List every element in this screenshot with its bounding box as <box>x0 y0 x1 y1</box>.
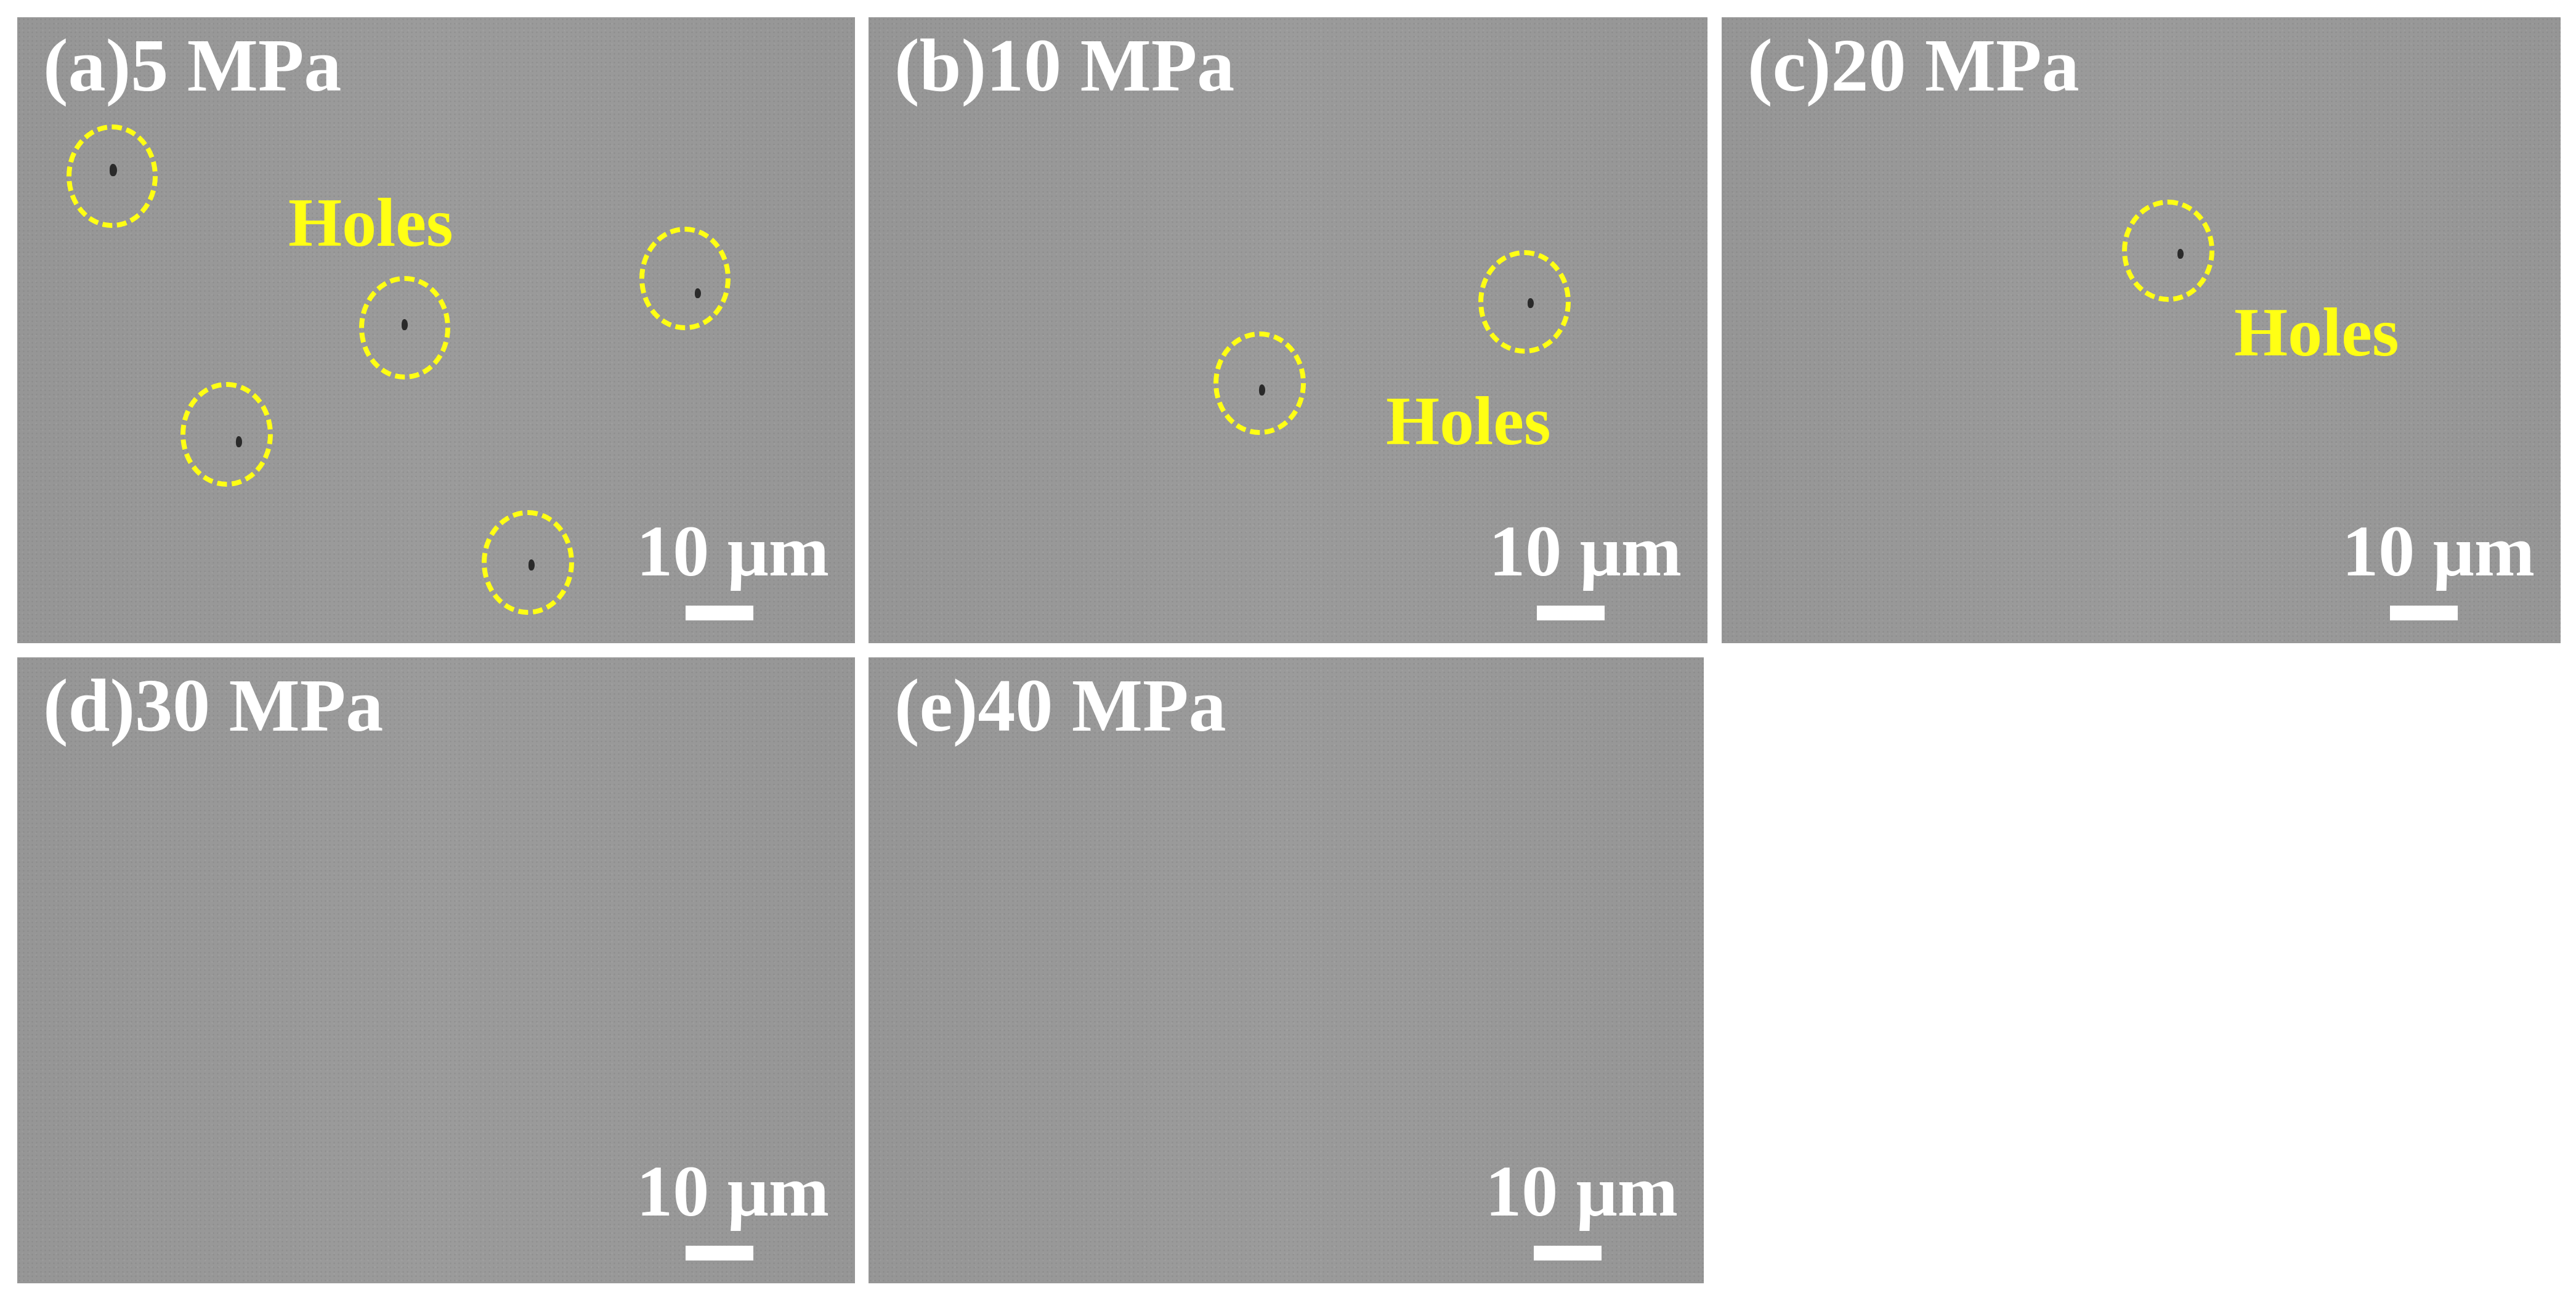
hole-pit <box>110 164 117 176</box>
micrograph-panel-b: (b)10 MPa Holes 10 μm <box>869 17 1707 643</box>
hole-circle <box>359 276 450 380</box>
scale-bar-label: 10 μm <box>1489 511 1682 591</box>
micrograph-panel-a: (a)5 MPa Holes 10 μm <box>17 17 855 643</box>
hole-circle <box>2122 200 2214 302</box>
micrograph-panel-d: (d)30 MPa 10 μm <box>17 657 855 1283</box>
scale-bar-label: 10 μm <box>636 1151 829 1232</box>
hole-circle <box>639 227 731 330</box>
scale-bar <box>686 1246 753 1260</box>
hole-circle <box>1213 331 1306 435</box>
scale-bar-label: 10 μm <box>636 511 829 591</box>
holes-annotation: Holes <box>288 185 453 261</box>
scale-bar-label: 10 μm <box>2342 511 2535 591</box>
holes-annotation: Holes <box>2234 294 2399 371</box>
panel-label: (c)20 MPa <box>1748 24 2080 107</box>
scale-bar <box>1537 606 1605 620</box>
hole-circle <box>67 124 158 228</box>
scale-bar <box>2390 606 2458 620</box>
hole-circle <box>180 382 273 487</box>
micrograph-panel-c: (c)20 MPa Holes 10 μm <box>1722 17 2561 643</box>
hole-pit <box>1528 298 1534 308</box>
micrograph-panel-e: (e)40 MPa 10 μm <box>869 657 1704 1283</box>
hole-pit <box>529 559 535 570</box>
panel-label: (d)30 MPa <box>43 664 384 747</box>
hole-circle <box>482 510 574 615</box>
panel-label: (b)10 MPa <box>894 24 1235 107</box>
hole-pit <box>402 319 408 330</box>
hole-pit <box>695 288 701 298</box>
scale-bar <box>1534 1246 1602 1260</box>
scale-bar-label: 10 μm <box>1485 1151 1678 1232</box>
hole-pit <box>1259 384 1265 396</box>
panel-label: (e)40 MPa <box>894 664 1226 747</box>
scale-bar <box>686 606 753 620</box>
hole-pit <box>2177 249 2184 259</box>
panel-label: (a)5 MPa <box>43 24 342 107</box>
hole-pit <box>236 436 242 447</box>
hole-circle <box>1478 250 1571 354</box>
holes-annotation: Holes <box>1386 383 1551 460</box>
